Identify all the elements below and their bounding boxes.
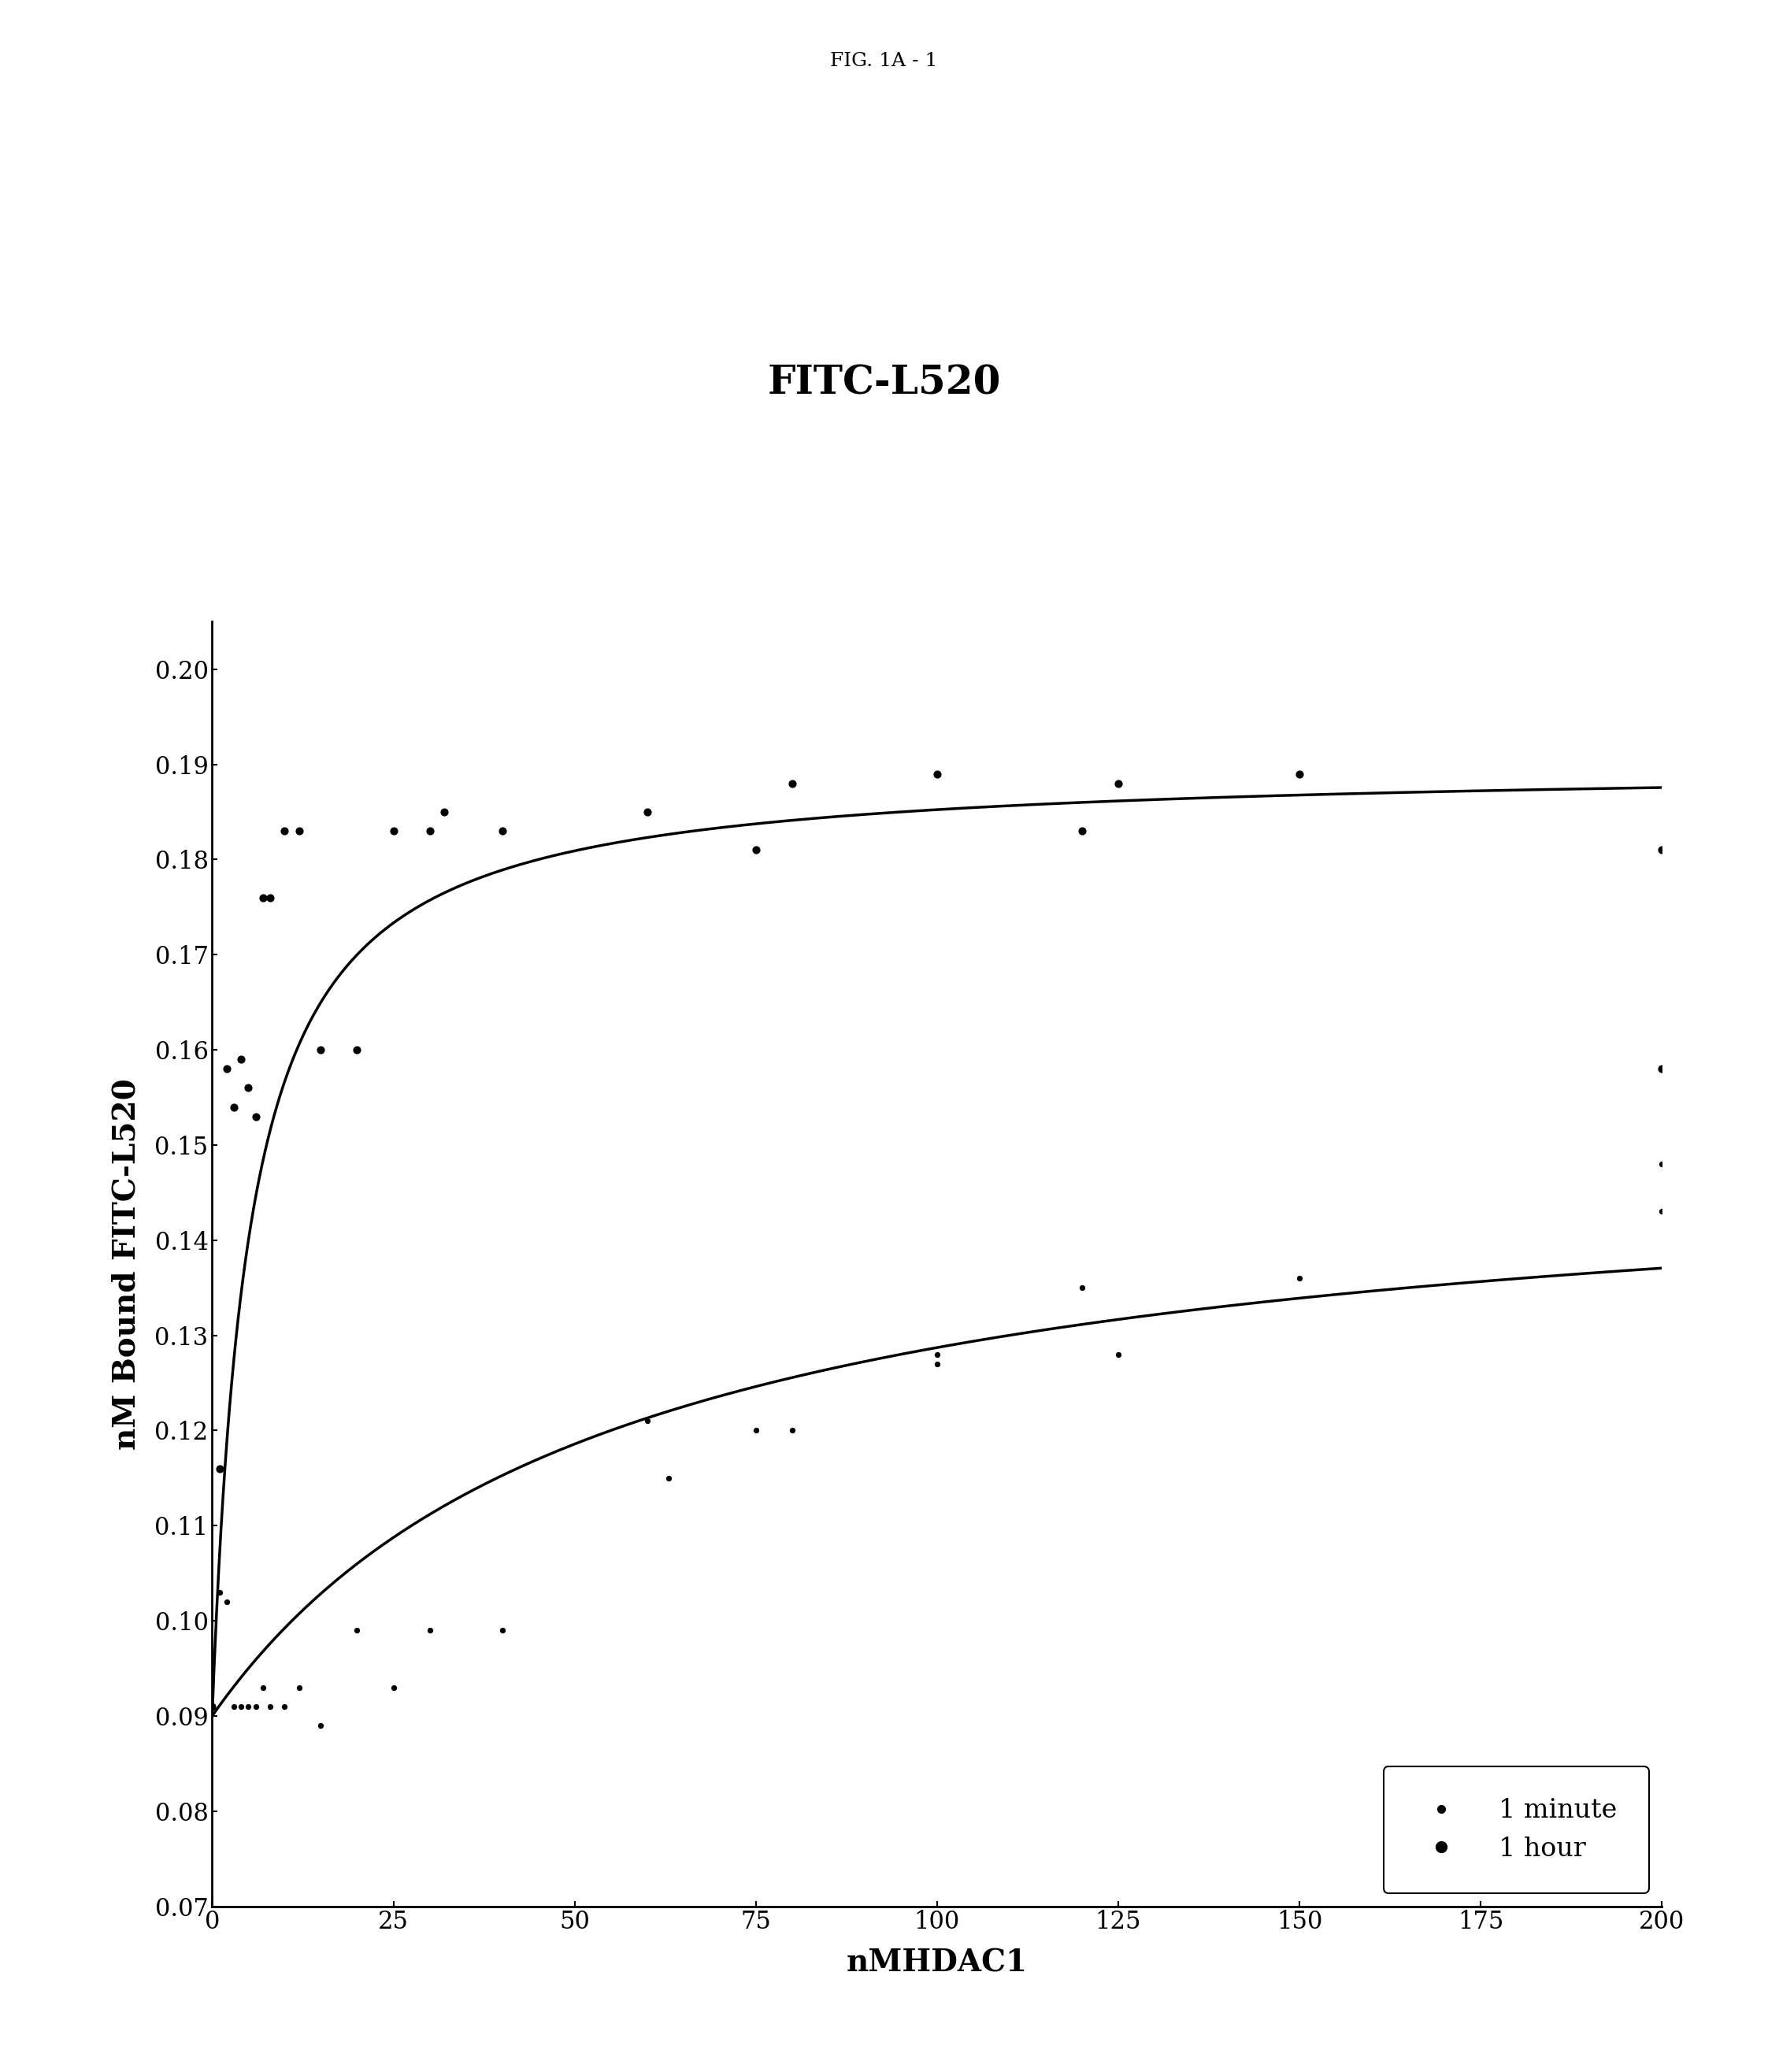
X-axis label: nMHDAC1: nMHDAC1 [847,1948,1027,1977]
Point [430,796,458,829]
Point [285,814,313,847]
Point [271,1691,299,1724]
Point [1103,767,1132,800]
Point [308,1034,336,1067]
Point [198,1691,226,1724]
Point [741,1413,769,1446]
Point [1103,1339,1132,1372]
Point [249,1670,278,1703]
Point [923,1347,951,1380]
Point [256,1691,285,1724]
Point [256,881,285,914]
Point [741,833,769,866]
Point [923,1339,951,1372]
Point [923,756,951,789]
Point [233,1691,262,1724]
Point [285,1670,313,1703]
Point [219,1691,248,1724]
Point [212,1053,240,1086]
Point [633,796,661,829]
Point [778,1413,806,1446]
Y-axis label: nM Bound FITC-L520: nM Bound FITC-L520 [111,1077,141,1450]
Point [1648,833,1676,866]
Point [1068,1270,1096,1303]
Point [226,1042,255,1075]
Legend: 1 minute, 1 hour: 1 minute, 1 hour [1383,1767,1650,1894]
Point [633,1405,661,1438]
Point [205,1452,233,1486]
Point [378,1670,407,1703]
Point [271,814,299,847]
Point [343,1034,371,1067]
Point [249,881,278,914]
Point [488,1614,516,1647]
Point [415,814,444,847]
Point [308,1709,336,1743]
Point [1285,756,1314,789]
Point [205,1575,233,1608]
Point [233,1071,262,1104]
Point [198,1691,226,1724]
Point [242,1691,271,1724]
Text: FIG. 1A - 1: FIG. 1A - 1 [831,52,937,70]
Point [226,1691,255,1724]
Point [1068,814,1096,847]
Point [378,814,407,847]
Point [778,767,806,800]
Point [1648,1148,1676,1181]
Point [212,1585,240,1618]
Point [1285,1262,1314,1295]
Point [219,1090,248,1123]
Point [1648,1053,1676,1086]
Point [242,1100,271,1133]
Point [343,1614,371,1647]
Point [1648,1196,1676,1229]
Point [415,1614,444,1647]
Point [654,1461,682,1494]
Point [488,814,516,847]
Text: FITC-L520: FITC-L520 [767,365,1001,402]
